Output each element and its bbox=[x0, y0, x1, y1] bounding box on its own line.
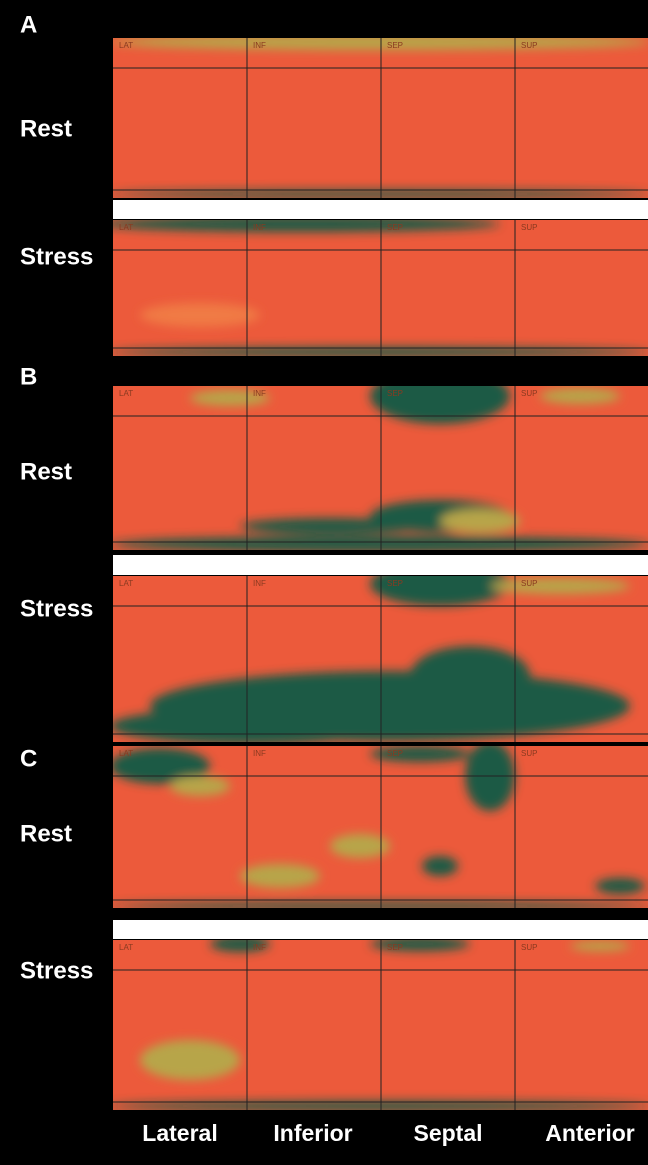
perfusion-region bbox=[170, 776, 230, 796]
row-label: Rest bbox=[20, 458, 72, 485]
figure: A LAT INF SEP SUP Rest LAT INF SEP SUP Stress B LAT I… bbox=[0, 0, 648, 1165]
panel-label: C bbox=[20, 745, 37, 772]
separator-strip bbox=[113, 920, 648, 939]
row-label: Stress bbox=[20, 243, 93, 270]
map-content: LAT INF SEP SUP bbox=[110, 34, 648, 198]
panel-label: B bbox=[20, 363, 37, 390]
polar-map: LAT INF SEP SUP bbox=[110, 368, 648, 552]
region-label: Inferior bbox=[273, 1120, 352, 1146]
separator-strip bbox=[113, 555, 648, 575]
perfusion-region bbox=[110, 536, 648, 552]
perfusion-region bbox=[570, 941, 630, 951]
perfusion-region bbox=[140, 1040, 240, 1080]
map-content: LAT INF SEP SUP bbox=[110, 368, 648, 552]
segment-label: LAT bbox=[119, 223, 133, 232]
map-content: LAT INF SEP SUP bbox=[110, 562, 648, 744]
polar-map: LAT INF SEP SUP bbox=[110, 34, 648, 198]
perfusion-region bbox=[110, 190, 648, 198]
perfusion-region bbox=[240, 518, 420, 534]
perfusion-region bbox=[140, 303, 260, 327]
perfusion-region bbox=[540, 388, 620, 404]
segment-label: SEP bbox=[387, 579, 403, 588]
segment-label: SUP bbox=[521, 41, 537, 50]
region-label: Septal bbox=[413, 1120, 482, 1146]
map-content: LAT INF SEP SUP bbox=[100, 216, 648, 357]
separator-strip bbox=[113, 200, 648, 219]
perfusion-region bbox=[110, 708, 390, 744]
segment-label: SUP bbox=[521, 749, 537, 758]
map-content: LAT INF SEP SUP bbox=[110, 936, 648, 1111]
row-label: Rest bbox=[20, 820, 72, 847]
polar-map: LAT INF SEP SUP bbox=[110, 562, 648, 744]
segment-label: SEP bbox=[387, 389, 403, 398]
perfusion-region bbox=[595, 878, 645, 894]
segment-label: INF bbox=[253, 749, 266, 758]
segment-label: INF bbox=[253, 223, 266, 232]
segment-label: LAT bbox=[119, 749, 133, 758]
segment-label: LAT bbox=[119, 579, 133, 588]
row-label: Rest bbox=[20, 115, 72, 142]
segment-label: LAT bbox=[119, 943, 133, 952]
region-label: Anterior bbox=[545, 1120, 635, 1146]
row-label: Stress bbox=[20, 957, 93, 984]
perfusion-region bbox=[422, 856, 458, 876]
polar-map: LAT INF SEP SUP bbox=[110, 741, 648, 910]
row-label: Stress bbox=[20, 595, 93, 622]
perfusion-region bbox=[490, 578, 630, 594]
segment-label: INF bbox=[253, 943, 266, 952]
segment-label: INF bbox=[253, 41, 266, 50]
segment-label: INF bbox=[253, 389, 266, 398]
segment-label: LAT bbox=[119, 389, 133, 398]
segment-label: SEP bbox=[387, 749, 403, 758]
segment-label: SEP bbox=[387, 41, 403, 50]
panel-label: A bbox=[20, 11, 37, 38]
segment-label: SEP bbox=[387, 943, 403, 952]
region-label: Lateral bbox=[142, 1120, 217, 1146]
perfusion-region bbox=[370, 746, 470, 762]
segment-label: SEP bbox=[387, 223, 403, 232]
map-content: LAT INF SEP SUP bbox=[110, 741, 648, 910]
polar-map: LAT INF SEP SUP bbox=[110, 936, 648, 1111]
segment-label: SUP bbox=[521, 579, 537, 588]
perfusion-region bbox=[440, 509, 520, 533]
perfusion-region bbox=[240, 864, 320, 888]
segment-label: SUP bbox=[521, 943, 537, 952]
polar-map: LAT INF SEP SUP bbox=[100, 216, 648, 357]
segment-label: SUP bbox=[521, 389, 537, 398]
perfusion-region bbox=[410, 646, 530, 706]
segment-label: LAT bbox=[119, 41, 133, 50]
segment-label: SUP bbox=[521, 223, 537, 232]
segment-label: INF bbox=[253, 579, 266, 588]
